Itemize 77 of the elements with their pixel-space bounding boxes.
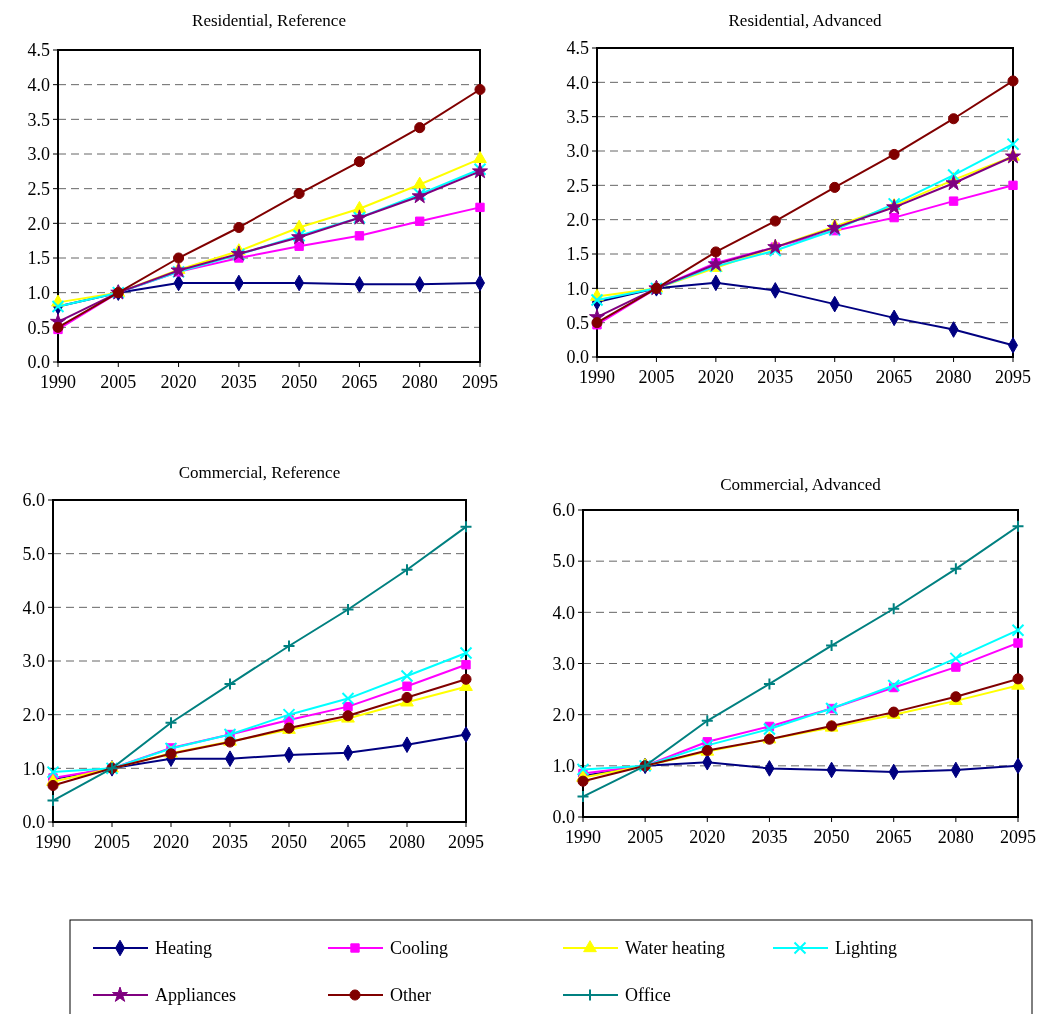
y-tick-label: 4.0	[22, 597, 45, 618]
y-tick-label: 3.5	[566, 106, 589, 127]
chart-title: Commercial, Advanced	[720, 475, 882, 494]
x-tick-label: 1990	[40, 372, 76, 392]
x-tick-label: 2005	[100, 372, 137, 392]
chart-title: Commercial, Reference	[178, 463, 341, 482]
y-tick-label: 0.0	[566, 347, 589, 368]
legend-label: Other	[390, 985, 431, 1006]
y-tick-label: 4.5	[27, 40, 50, 61]
x-tick-label: 2035	[757, 367, 794, 387]
y-tick-label: 3.0	[566, 141, 589, 162]
x-tick-label: 2080	[401, 372, 438, 392]
legend-label: Heating	[155, 938, 212, 959]
x-tick-label: 2005	[638, 367, 675, 387]
y-tick-label: 3.0	[27, 144, 50, 165]
y-tick-label: 4.0	[566, 72, 589, 93]
x-tick-label: 2095	[448, 832, 484, 852]
y-tick-label: 3.5	[27, 109, 50, 130]
x-tick-label: 2005	[94, 832, 130, 852]
legend-label: Cooling	[390, 938, 449, 959]
y-tick-label: 1.0	[552, 756, 575, 777]
x-tick-label: 1990	[579, 367, 615, 387]
y-tick-label: 1.5	[566, 244, 589, 265]
x-tick-label: 2035	[751, 827, 788, 847]
x-tick-label: 2080	[937, 827, 974, 847]
y-tick-label: 2.0	[552, 704, 575, 725]
y-tick-label: 4.0	[552, 602, 575, 623]
x-tick-label: 2020	[697, 367, 734, 387]
y-tick-label: 2.0	[566, 209, 589, 230]
legend-label: Appliances	[155, 985, 236, 1006]
x-tick-label: 2035	[212, 832, 248, 852]
y-tick-label: 1.0	[566, 278, 589, 299]
y-tick-label: 3.0	[22, 651, 45, 672]
y-tick-label: 1.0	[27, 282, 50, 303]
legend-label: Water heating	[625, 938, 726, 959]
x-tick-label: 2095	[995, 367, 1031, 387]
legend-label: Office	[625, 985, 671, 1006]
x-tick-label: 2005	[627, 827, 664, 847]
x-tick-label: 2080	[935, 367, 972, 387]
x-tick-label: 1990	[565, 827, 601, 847]
x-tick-label: 2035	[220, 372, 257, 392]
y-tick-label: 3.0	[552, 653, 575, 674]
y-tick-label: 4.5	[566, 38, 589, 59]
y-tick-label: 0.5	[27, 317, 50, 338]
chart-title: Residential, Advanced	[728, 11, 882, 30]
x-tick-label: 2020	[160, 372, 197, 392]
x-tick-label: 2095	[462, 372, 498, 392]
legend-label: Lighting	[835, 938, 897, 959]
y-tick-label: 0.0	[552, 807, 575, 828]
y-tick-label: 0.5	[566, 312, 589, 333]
x-tick-label: 2065	[341, 372, 378, 392]
x-tick-label: 2050	[816, 367, 853, 387]
chart-title: Residential, Reference	[192, 11, 346, 30]
y-tick-label: 2.5	[566, 175, 589, 196]
x-tick-label: 2050	[281, 372, 318, 392]
y-tick-label: 1.0	[22, 758, 45, 779]
x-tick-label: 2020	[153, 832, 189, 852]
x-tick-label: 2095	[1000, 827, 1036, 847]
y-tick-label: 6.0	[552, 500, 575, 521]
x-tick-label: 2050	[271, 832, 307, 852]
y-tick-label: 2.0	[22, 704, 45, 725]
y-tick-label: 0.0	[27, 352, 50, 373]
x-tick-label: 2065	[875, 827, 912, 847]
x-tick-label: 2065	[330, 832, 366, 852]
y-tick-label: 2.0	[27, 213, 50, 234]
y-tick-label: 0.0	[22, 812, 45, 833]
x-tick-label: 2080	[389, 832, 425, 852]
x-tick-label: 2050	[813, 827, 850, 847]
x-tick-label: 2020	[689, 827, 726, 847]
x-tick-label: 2065	[876, 367, 913, 387]
y-tick-label: 4.0	[27, 74, 50, 95]
y-tick-label: 2.5	[27, 178, 50, 199]
y-tick-label: 5.0	[22, 543, 45, 564]
y-tick-label: 6.0	[22, 490, 45, 511]
y-tick-label: 5.0	[552, 551, 575, 572]
x-tick-label: 1990	[35, 832, 71, 852]
y-tick-label: 1.5	[27, 248, 50, 269]
